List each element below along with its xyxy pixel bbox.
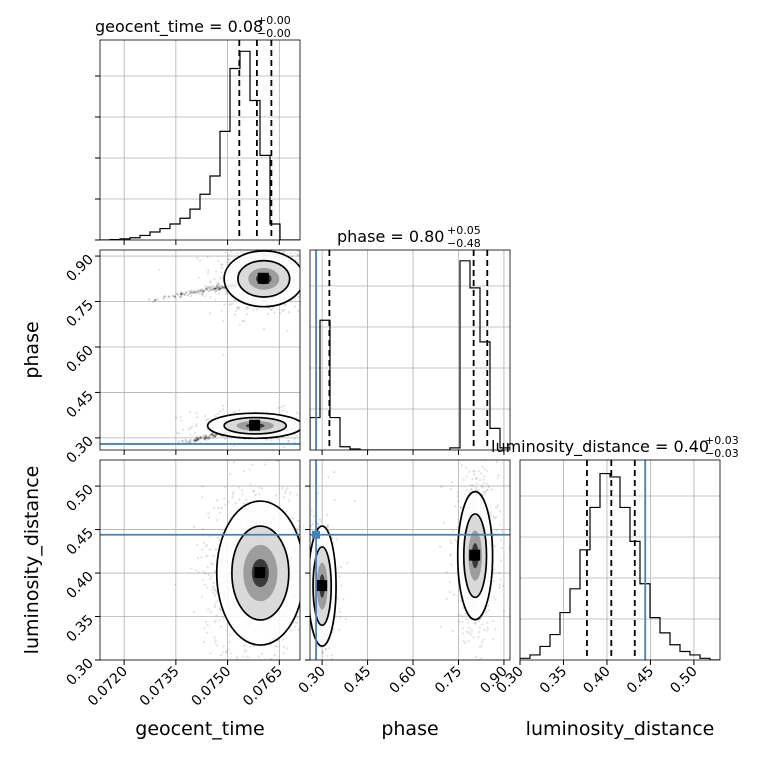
density-peak (257, 272, 269, 284)
y-tick-label: 0.45 (63, 525, 96, 558)
x-tick-label: 0.40 (580, 664, 613, 697)
y-tick-label: 0.40 (63, 569, 96, 602)
x-tick-label: 0.45 (341, 664, 374, 697)
panel-border (99, 459, 301, 661)
title-luminosity-distance-plus: +0.03 (705, 434, 739, 447)
svg-text:geocent_time = 0.08: geocent_time = 0.08 (95, 17, 263, 37)
contour (223, 416, 288, 435)
x-axis-label-luminosity-distance: luminosity_distance (526, 718, 715, 740)
y-tick-label: 0.75 (63, 297, 96, 330)
title-phase: phase = 0.80 +0.05 −0.48 (337, 224, 481, 250)
svg-text:luminosity_distance = 0.40: luminosity_distance = 0.40 (491, 437, 709, 457)
density-panel-phase-vs-geocent-time (99, 249, 301, 451)
hist-panel-geocent-time (99, 39, 301, 241)
density-panel-luminosity-distance-vs-geocent-time (99, 459, 301, 661)
panel-border (519, 459, 721, 661)
histogram-luminosity-distance (520, 472, 720, 660)
truth-marker (312, 530, 321, 539)
y-tick-label: 0.60 (63, 342, 96, 375)
title-geocent-time-minus: −0.00 (257, 27, 291, 40)
density-peak (254, 567, 266, 579)
title-phase-minus: −0.48 (447, 237, 481, 250)
title-geocent-time-plus: +0.00 (257, 14, 291, 27)
y-tick-label: 0.45 (63, 388, 96, 421)
density-peak (316, 580, 328, 592)
x-axis-label-geocent-time: geocent_time (135, 718, 264, 740)
contour (206, 412, 300, 440)
contour (456, 490, 494, 621)
x-tick-label: 0.0735 (137, 664, 183, 710)
density-peak (249, 419, 261, 431)
x-tick-label: 0.60 (387, 664, 420, 697)
contour (237, 259, 291, 298)
x-tick-label: 0.75 (432, 664, 465, 697)
y-tick-label: 0.50 (63, 482, 96, 515)
contour (312, 546, 333, 627)
contour (223, 250, 300, 308)
density-peak (469, 549, 481, 561)
title-luminosity-distance-minus: −0.03 (705, 447, 739, 460)
y-tick-label: 0.90 (63, 252, 96, 285)
contour (310, 525, 337, 647)
panel-border (99, 249, 301, 451)
x-tick-label: 0.45 (624, 664, 657, 697)
svg-text:phase = 0.80: phase = 0.80 (337, 227, 444, 246)
x-tick-label: 0.50 (667, 664, 700, 697)
hist-panel-phase (309, 249, 511, 451)
contour (215, 500, 300, 646)
histogram-phase (310, 260, 510, 450)
x-axis-label-phase: phase (381, 718, 438, 740)
title-geocent-time: geocent_time = 0.08 +0.00 −0.00 (95, 14, 291, 40)
x-tick-label: 0.30 (296, 664, 329, 697)
y-axis-label-phase: phase (21, 321, 43, 378)
y-tick-label: 0.30 (63, 433, 96, 466)
panel-border (309, 459, 511, 661)
y-tick-label: 0.35 (63, 612, 96, 645)
title-luminosity-distance: luminosity_distance = 0.40 +0.03 −0.03 (491, 434, 739, 460)
x-tick-label: 0.0765 (240, 664, 286, 710)
x-tick-label: 0.0750 (188, 664, 234, 710)
panel-border (309, 249, 511, 451)
histogram-geocent-time (100, 50, 300, 240)
title-phase-plus: +0.05 (447, 224, 481, 237)
density-panel-luminosity-distance-vs-phase (309, 459, 511, 661)
x-tick-label: 0.35 (537, 664, 570, 697)
panel-border (99, 39, 301, 241)
contour (462, 513, 488, 599)
y-tick-label: 0.30 (63, 656, 96, 689)
y-axis-label-luminosity-distance: luminosity_distance (21, 466, 43, 655)
contour (231, 525, 290, 621)
hist-panel-luminosity-distance (519, 459, 721, 661)
